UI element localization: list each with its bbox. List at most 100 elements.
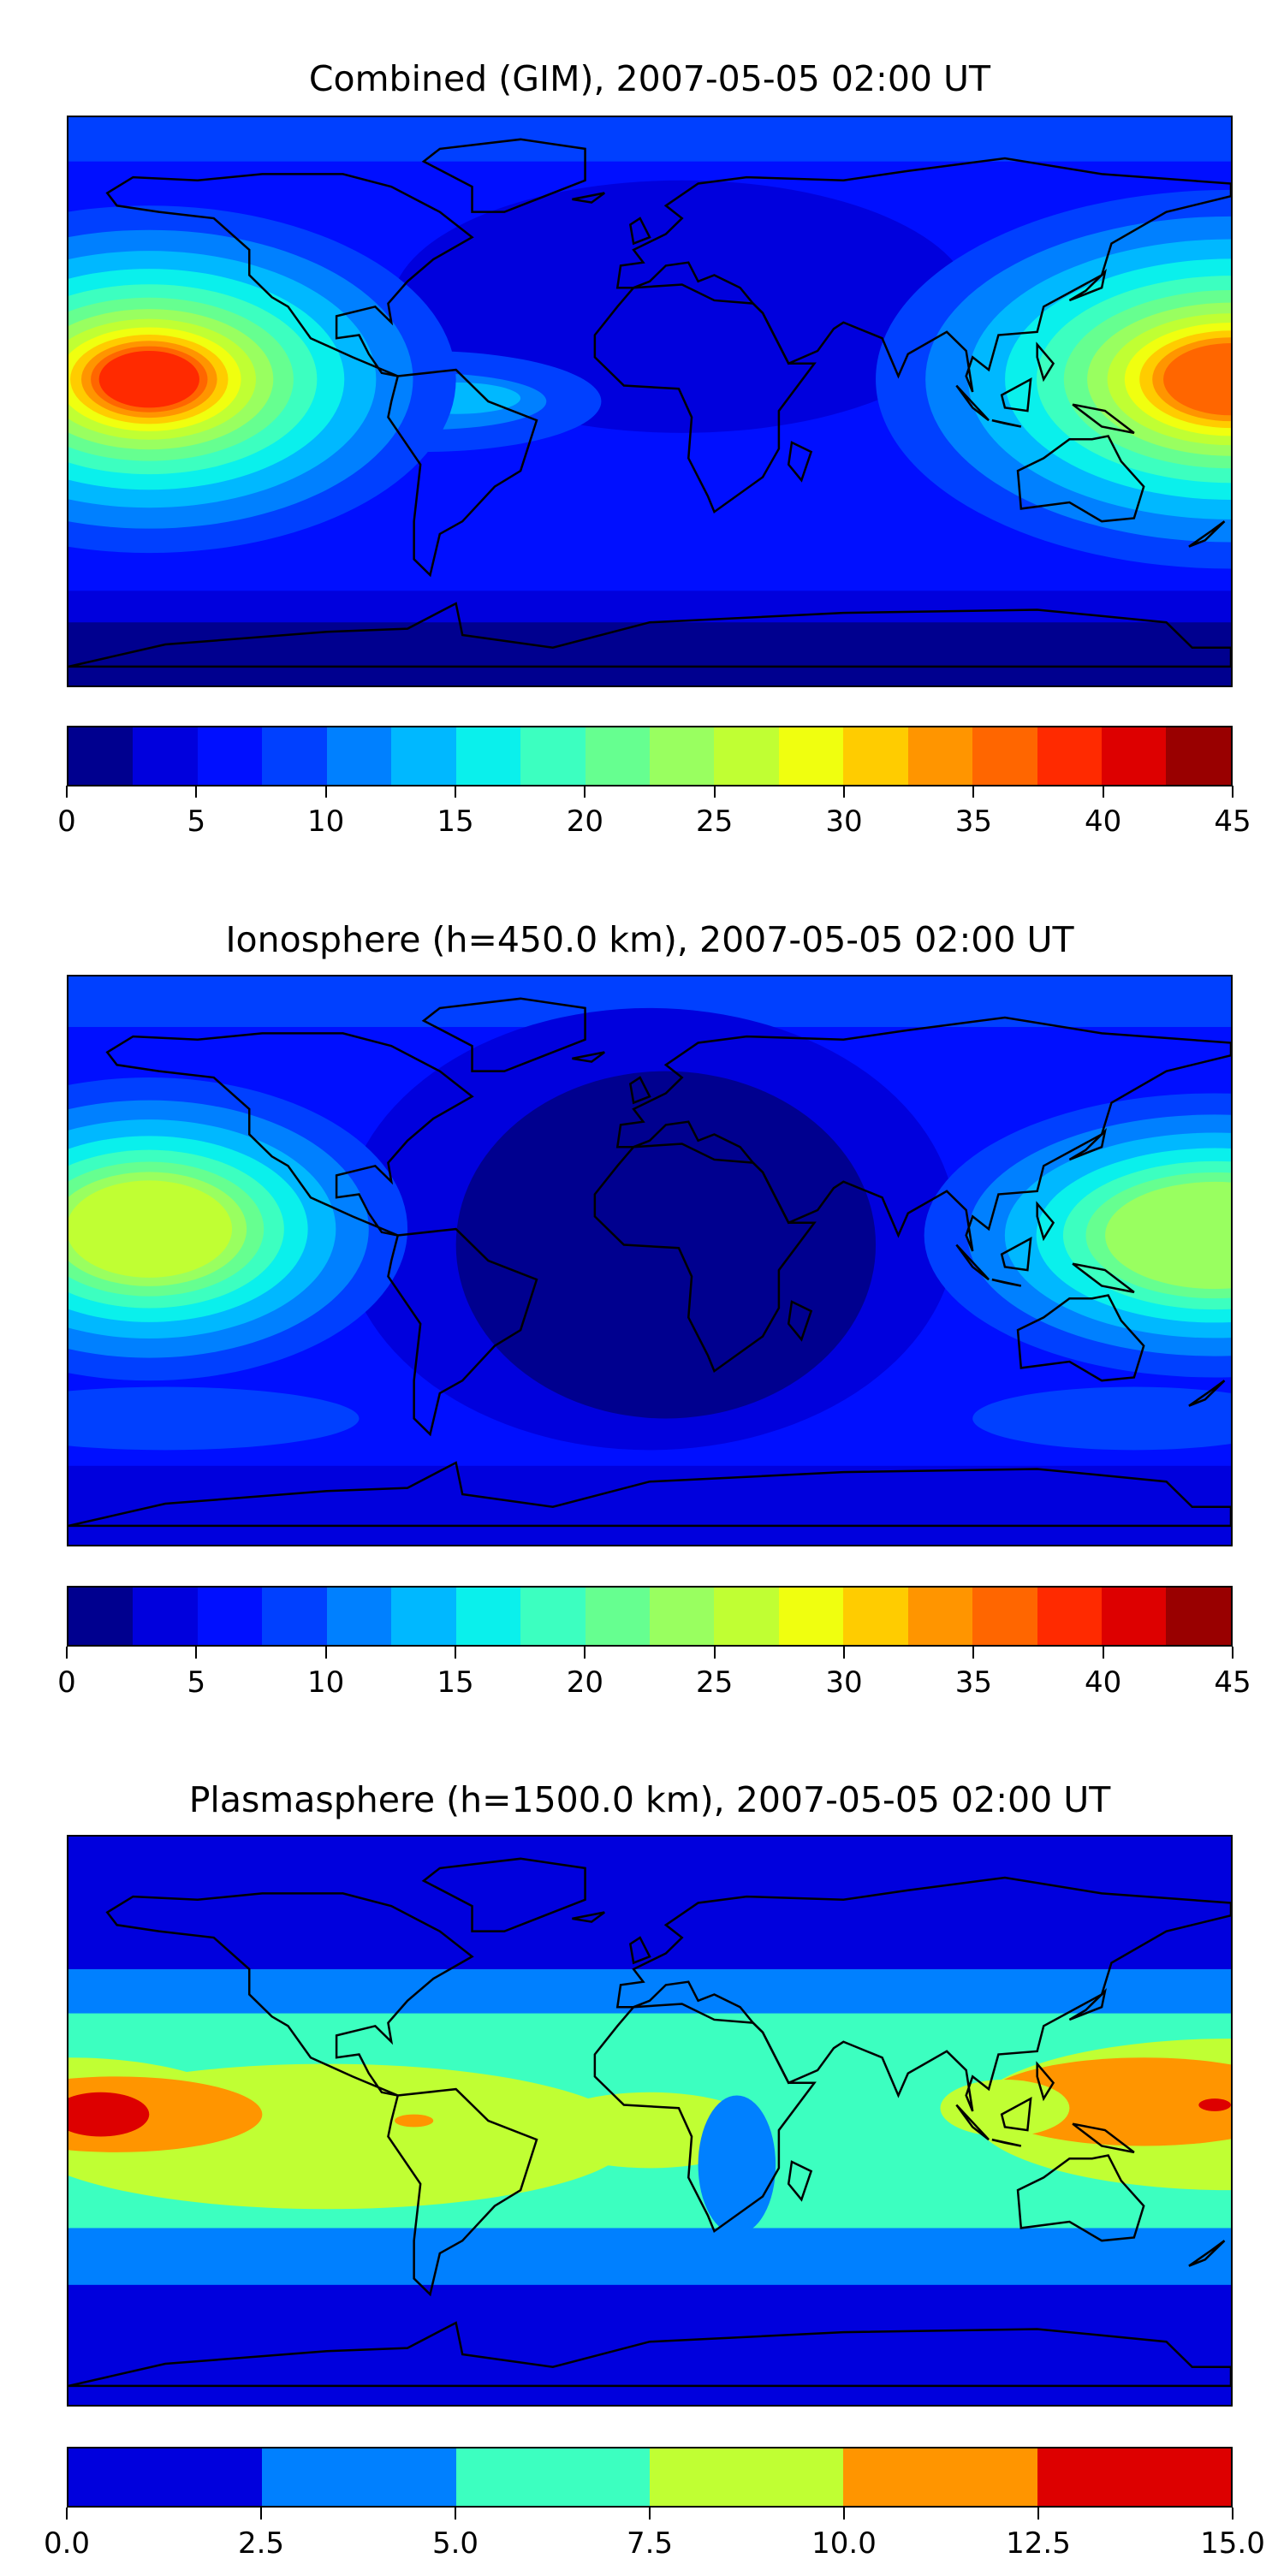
colorbar-tick-mark — [455, 2508, 456, 2520]
colorbar-segment — [907, 727, 973, 785]
coastline — [1069, 1991, 1104, 2020]
coastline — [107, 1033, 472, 1235]
colorbar-segment — [972, 1588, 1037, 1645]
contour-region — [1198, 2098, 1231, 2111]
colorbar-tick-label: 45 — [1214, 1665, 1251, 1700]
colorbar-ticks-combined: 0 5 10 15 20 25 30 35 40 45 — [57, 786, 1251, 854]
map-title-combined: Combined (GIM), 2007-05-05 02:00 UT — [308, 58, 991, 99]
coastline — [956, 1245, 989, 1280]
colorbar-tick-label: 20 — [566, 1665, 603, 1700]
coastline — [788, 442, 811, 480]
colorbar-tick-label: 20 — [566, 804, 603, 839]
colorbar-tick-label: 15 — [437, 804, 474, 839]
colorbar-tick-label: 2.5 — [237, 2526, 285, 2561]
colorbar-segment — [714, 1588, 779, 1645]
coastline — [388, 2089, 537, 2294]
coastline — [630, 218, 650, 244]
contour-region — [68, 1465, 1231, 1545]
colorbar-tick-mark — [1037, 2508, 1039, 2520]
contour-region — [68, 117, 1231, 162]
contour-region — [68, 1180, 233, 1278]
coastline — [68, 1463, 1231, 1526]
map-svg-0 — [68, 117, 1231, 686]
colorbar-tick-mark — [843, 786, 845, 798]
colorbar-tick-label: 15.0 — [1200, 2526, 1265, 2561]
colorbar-tick-label: 10 — [307, 1665, 345, 1700]
coastline — [388, 1229, 537, 1434]
colorbar-tick-label: 30 — [825, 1665, 863, 1700]
colorbar-segment — [262, 1588, 327, 1645]
map-plasmasphere — [67, 1835, 1233, 2407]
coastline — [107, 1893, 472, 2095]
colorbar-segment — [649, 1588, 715, 1645]
colorbar-segment — [1037, 1588, 1102, 1645]
coastline — [424, 1859, 586, 1932]
coastline — [1069, 272, 1104, 300]
coastline — [424, 999, 586, 1071]
colorbar-tick-mark — [260, 2508, 262, 2520]
colorbar-segment — [1166, 1588, 1231, 1645]
colorbar-tick-label: 15 — [437, 1665, 474, 1700]
colorbar-tick-label: 30 — [825, 804, 863, 839]
coastline — [1002, 1238, 1031, 1270]
coastline — [617, 1878, 1231, 2111]
colorbar-tick-label: 10 — [307, 804, 345, 839]
contour-region — [698, 2095, 776, 2235]
colorbar-tick-mark — [455, 786, 456, 798]
colorbar-tick-label: 0 — [57, 804, 76, 839]
colorbar-segment — [778, 727, 844, 785]
coastline — [388, 370, 537, 575]
coastline — [1018, 2156, 1144, 2241]
coastline — [595, 1144, 815, 1372]
contour-region — [1163, 343, 1231, 416]
coastline — [1037, 345, 1054, 380]
colorbar-segment — [133, 727, 198, 785]
colorbar-plasmasphere — [67, 2447, 1233, 2508]
map-title-ionosphere: Ionosphere (h=450.0 km), 2007-05-05 02:0… — [225, 919, 1074, 960]
colorbar-segment — [1037, 727, 1102, 785]
colorbar-segment — [197, 1588, 263, 1645]
coastline — [1189, 521, 1224, 547]
colorbar-tick-mark — [649, 2508, 651, 2520]
coastline — [1073, 1264, 1134, 1292]
contour-region — [68, 622, 1231, 686]
colorbar-tick-mark — [324, 786, 327, 798]
colorbar-segment — [262, 2448, 456, 2506]
colorbar-tick-mark — [66, 786, 68, 798]
coastline — [1189, 2241, 1224, 2266]
colorbar-segment — [455, 1588, 521, 1645]
colorbar-segment — [907, 1588, 973, 1645]
colorbar-tick-label: 25 — [696, 804, 734, 839]
coastline — [956, 386, 989, 421]
colorbar-segment — [520, 727, 586, 785]
coastline — [1037, 2064, 1054, 2099]
colorbar-segment — [391, 727, 456, 785]
colorbar-tick-label: 45 — [1214, 804, 1251, 839]
coastline — [595, 2004, 815, 2232]
colorbar-segment — [843, 1588, 908, 1645]
colorbar-tick-mark — [972, 1647, 975, 1659]
contour-region — [98, 350, 199, 408]
map-title-plasmasphere: Plasmasphere (h=1500.0 km), 2007-05-05 0… — [188, 1779, 1111, 1820]
coastline — [1073, 2124, 1134, 2152]
colorbar-segment — [391, 1588, 456, 1645]
coastline — [992, 2140, 1021, 2146]
colorbar-segment — [520, 1588, 586, 1645]
coastline — [572, 1053, 604, 1062]
colorbar-tick-mark — [66, 2508, 68, 2520]
coastline — [1002, 2098, 1031, 2130]
colorbar-ticks-plasmasphere: 0.0 2.5 5.0 7.5 10.0 12.5 15.0 — [44, 2508, 1265, 2576]
colorbar-tick-label: 12.5 — [1006, 2526, 1071, 2561]
colorbar-tick-mark — [324, 1647, 327, 1659]
coastline — [424, 139, 586, 212]
map-ionosphere — [67, 975, 1233, 1546]
colorbar-segment — [843, 2448, 1037, 2506]
colorbar-segment — [1037, 2448, 1231, 2506]
colorbar-segment — [585, 1588, 650, 1645]
coastline — [107, 174, 472, 376]
coastline — [1018, 1296, 1144, 1381]
colorbar-tick-mark — [195, 1647, 198, 1659]
colorbar-tick-mark — [713, 786, 716, 798]
colorbar-tick-mark — [195, 786, 198, 798]
colorbar-segment — [649, 2448, 844, 2506]
